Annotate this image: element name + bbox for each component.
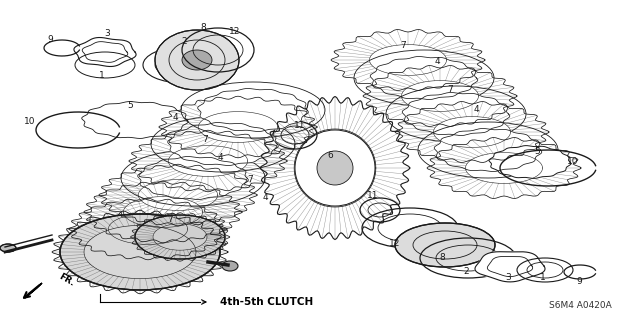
Ellipse shape (395, 223, 495, 267)
Text: 7: 7 (447, 85, 453, 94)
Polygon shape (487, 256, 532, 277)
Text: 4: 4 (217, 152, 223, 161)
Text: 7: 7 (247, 175, 253, 184)
Text: 4: 4 (262, 192, 268, 202)
Polygon shape (489, 145, 571, 178)
Text: 12: 12 (229, 27, 241, 36)
Polygon shape (475, 252, 545, 282)
Text: 8: 8 (200, 24, 206, 33)
Text: 7: 7 (202, 136, 208, 145)
Ellipse shape (182, 50, 212, 70)
Text: 7: 7 (400, 41, 406, 49)
Ellipse shape (317, 151, 353, 185)
Text: 10: 10 (24, 117, 36, 127)
Text: 5: 5 (127, 100, 133, 109)
Ellipse shape (135, 215, 225, 259)
Polygon shape (74, 38, 136, 66)
Polygon shape (370, 56, 478, 100)
Polygon shape (198, 88, 308, 131)
Polygon shape (402, 93, 510, 136)
Text: 12: 12 (389, 239, 401, 248)
Text: 11: 11 (294, 121, 306, 130)
Text: 1: 1 (99, 70, 105, 79)
Text: 4: 4 (434, 57, 440, 66)
Text: 7: 7 (167, 216, 173, 225)
Text: 10: 10 (567, 158, 579, 167)
Text: 3: 3 (505, 272, 511, 281)
Ellipse shape (222, 261, 238, 271)
Text: 6: 6 (327, 151, 333, 160)
Polygon shape (168, 122, 278, 166)
Text: 3: 3 (104, 28, 110, 38)
Text: 4: 4 (473, 106, 479, 115)
Text: 5: 5 (534, 147, 540, 157)
Text: 4: 4 (172, 114, 178, 122)
Text: 9: 9 (47, 35, 53, 44)
Polygon shape (434, 129, 542, 172)
Text: 8: 8 (439, 254, 445, 263)
Polygon shape (138, 157, 248, 199)
Text: 4th-5th CLUTCH: 4th-5th CLUTCH (220, 297, 313, 307)
Text: 2: 2 (463, 268, 469, 277)
Ellipse shape (60, 214, 220, 290)
Text: 9: 9 (576, 277, 582, 286)
Text: 11: 11 (367, 191, 379, 201)
Polygon shape (82, 42, 128, 62)
Ellipse shape (0, 244, 16, 252)
Text: 1: 1 (540, 273, 546, 283)
Text: 2: 2 (181, 38, 187, 47)
Ellipse shape (155, 30, 239, 90)
Text: FR.: FR. (57, 272, 76, 288)
Polygon shape (25, 283, 42, 298)
Polygon shape (82, 101, 188, 138)
Text: S6M4 A0420A: S6M4 A0420A (548, 300, 611, 309)
